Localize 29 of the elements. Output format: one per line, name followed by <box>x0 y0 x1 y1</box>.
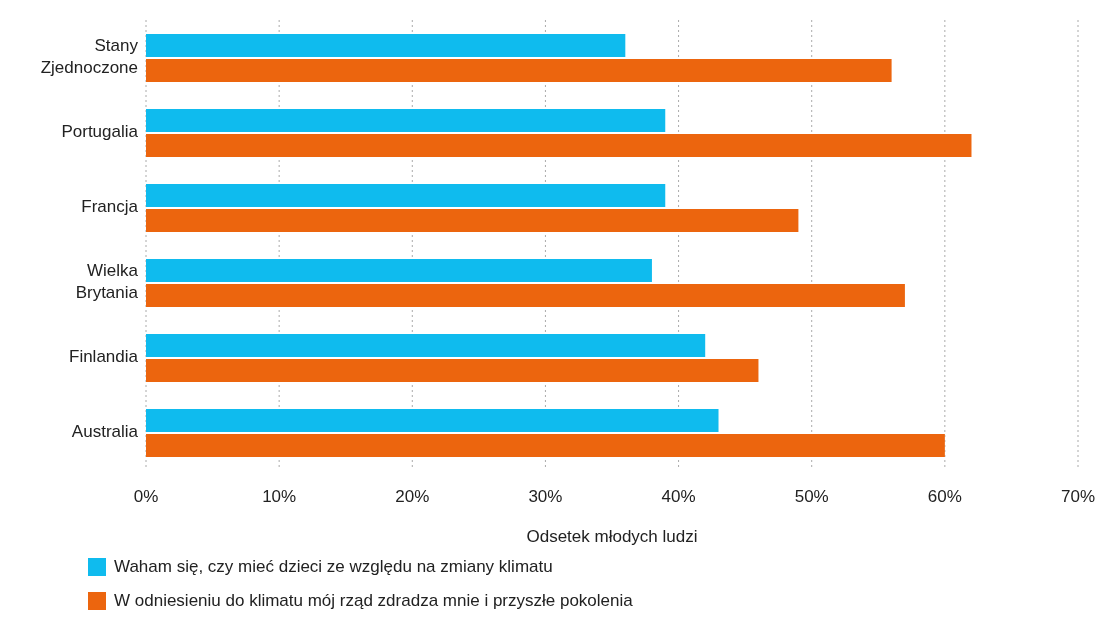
bar <box>146 134 972 157</box>
x-tick-label: 30% <box>528 487 563 507</box>
x-tick-label: 50% <box>794 487 829 507</box>
bar <box>146 109 666 132</box>
x-tick-label: 70% <box>1060 487 1096 507</box>
x-tick-label: 60% <box>927 487 962 507</box>
x-tick-label: 10% <box>262 487 297 507</box>
legend-label: Waham się, czy mieć dzieci ze względu na zmiany klimatu <box>114 557 553 577</box>
y-tick-label: Portugalia <box>61 121 139 141</box>
bar <box>146 359 759 382</box>
bar <box>146 259 652 282</box>
bar <box>146 334 706 357</box>
x-axis-title: Odsetek młodych ludzi <box>526 527 698 546</box>
bar <box>146 59 892 82</box>
x-tick-label: 40% <box>661 487 696 507</box>
y-tick-label: Finlandia <box>69 346 139 366</box>
bar <box>146 409 719 432</box>
bar <box>146 209 799 232</box>
x-tick-label: 20% <box>395 487 430 507</box>
y-tick-label: Wielka Brytania <box>75 260 139 302</box>
bar <box>146 184 666 207</box>
bar <box>146 34 626 57</box>
bar <box>146 284 905 307</box>
y-tick-label: Australia <box>71 421 139 441</box>
y-tick-label: Francja <box>81 196 139 216</box>
legend-label: W odniesieniu do klimatu mój rząd zdradza mnie i przyszłe pokolenia <box>114 591 633 611</box>
y-tick-label: Stany Zjednoczone <box>40 35 139 77</box>
bar <box>146 434 945 457</box>
x-tick-label: 0% <box>133 487 159 507</box>
